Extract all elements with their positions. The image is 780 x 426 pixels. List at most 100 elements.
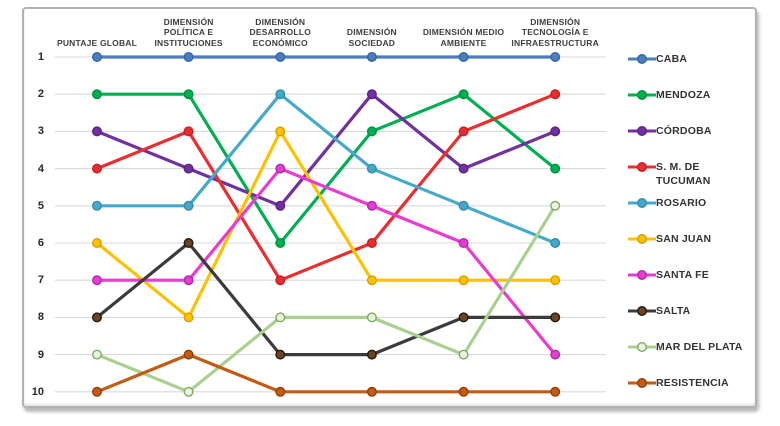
legend-label: MENDOZA — [656, 89, 711, 101]
category-label: PUNTAJE GLOBAL — [56, 37, 138, 48]
legend-item: SALTA — [628, 304, 690, 318]
series-marker-7 — [91, 312, 102, 323]
legend-item: S. M. DE TUCUMAN — [628, 160, 710, 188]
series-marker-7 — [458, 312, 469, 323]
series-marker-9 — [366, 386, 377, 397]
legend-dot — [636, 197, 648, 209]
series-line-5 — [95, 129, 557, 319]
legend-dot — [636, 341, 648, 353]
series-marker-9 — [91, 386, 102, 397]
series-marker-3 — [183, 126, 194, 137]
series-marker-0 — [550, 52, 561, 63]
series-marker-0 — [366, 52, 377, 63]
series-line-3 — [95, 92, 557, 282]
series-line-4 — [95, 92, 557, 245]
series-marker-3 — [458, 126, 469, 137]
y-tick-label: 5 — [37, 199, 44, 212]
series-marker-2 — [550, 126, 561, 137]
series-marker-3 — [550, 89, 561, 100]
legend-swatch-icon — [628, 197, 656, 209]
series-marker-4 — [183, 200, 194, 211]
y-tick-label: 6 — [37, 237, 44, 249]
series-marker-2 — [458, 163, 469, 174]
legend-swatch-icon — [628, 305, 656, 317]
legend-item: SAN JUAN — [628, 232, 711, 246]
chart-frame — [22, 7, 757, 408]
legend-label: CABA — [656, 53, 688, 65]
y-tick-label: 2 — [37, 88, 44, 101]
series-marker-6 — [458, 237, 469, 248]
series-marker-1 — [183, 89, 194, 100]
series-marker-1 — [550, 163, 561, 174]
legend-swatch-icon — [628, 269, 656, 281]
series-marker-1 — [366, 126, 377, 137]
legend-swatch-icon — [628, 125, 656, 137]
category-label: DIMENSIÓN DESARROLLO ECONÓMICO — [249, 16, 312, 48]
legend-label: RESISTENCIA — [656, 377, 729, 389]
legend-swatch-icon — [628, 377, 656, 389]
legend-item: CABA — [628, 52, 687, 66]
legend-dot — [636, 233, 648, 245]
legend-item: ROSARIO — [628, 196, 706, 210]
series-marker-0 — [275, 52, 286, 63]
series-marker-7 — [366, 349, 377, 360]
legend-item: MAR DEL PLATA — [628, 340, 743, 354]
legend-dot — [636, 305, 648, 317]
series-marker-3 — [366, 237, 377, 248]
legend-label: S. M. DE TUCUMAN — [656, 161, 711, 187]
series-marker-3 — [91, 163, 102, 174]
legend-swatch-icon — [628, 233, 656, 245]
series-marker-4 — [458, 200, 469, 211]
series-marker-5 — [458, 275, 469, 286]
series-marker-6 — [366, 200, 377, 211]
series-marker-3 — [275, 275, 286, 286]
series-line-6 — [95, 167, 557, 357]
legend-dot — [636, 377, 648, 389]
series-marker-4 — [275, 89, 286, 100]
category-label: DIMENSIÓN TECNOLOGÍA E INFRAESTRUCTURA — [511, 16, 599, 48]
category-label: DIMENSIÓN SOCIEDAD — [346, 27, 397, 48]
legend-item: RESISTENCIA — [628, 376, 729, 390]
legend-swatch-icon — [628, 341, 656, 353]
y-tick-label: 9 — [37, 348, 44, 361]
y-tick-label: 10 — [31, 385, 44, 398]
legend-item: CÓRDOBA — [628, 124, 712, 138]
legend-label: ROSARIO — [656, 197, 707, 209]
legend-swatch-icon — [628, 161, 656, 173]
category-label: DIMENSIÓN MEDIO AMBIENTE — [422, 27, 505, 48]
series-marker-6 — [91, 275, 102, 286]
series-marker-8 — [183, 386, 194, 397]
series-marker-9 — [275, 386, 286, 397]
series-marker-8 — [275, 312, 286, 323]
legend-label: SANTA FE — [656, 269, 709, 281]
legend-swatch-icon — [628, 89, 656, 101]
series-marker-1 — [91, 89, 102, 100]
series-marker-2 — [275, 200, 286, 211]
series-marker-1 — [458, 89, 469, 100]
y-tick-label: 7 — [37, 274, 44, 287]
y-tick-label: 3 — [37, 125, 44, 138]
legend-item: MENDOZA — [628, 88, 710, 102]
legend-dot — [636, 161, 648, 173]
series-marker-6 — [550, 349, 561, 360]
series-marker-4 — [91, 200, 102, 211]
series-marker-1 — [275, 237, 286, 248]
series-marker-7 — [183, 237, 194, 248]
legend-dot — [636, 125, 648, 137]
series-marker-8 — [366, 312, 377, 323]
series-marker-0 — [458, 52, 469, 63]
series-line-9 — [95, 353, 557, 394]
y-tick-label: 8 — [37, 311, 44, 324]
legend-dot — [636, 53, 648, 65]
series-marker-7 — [550, 312, 561, 323]
series-marker-8 — [458, 349, 469, 360]
category-label: DIMENSIÓN POLÍTICA E INSTITUCIONES — [154, 16, 223, 48]
series-marker-4 — [550, 237, 561, 248]
series-marker-7 — [275, 349, 286, 360]
series-marker-2 — [91, 126, 102, 137]
legend-label: MAR DEL PLATA — [656, 341, 743, 353]
series-marker-9 — [458, 386, 469, 397]
legend-label: SAN JUAN — [656, 233, 712, 245]
